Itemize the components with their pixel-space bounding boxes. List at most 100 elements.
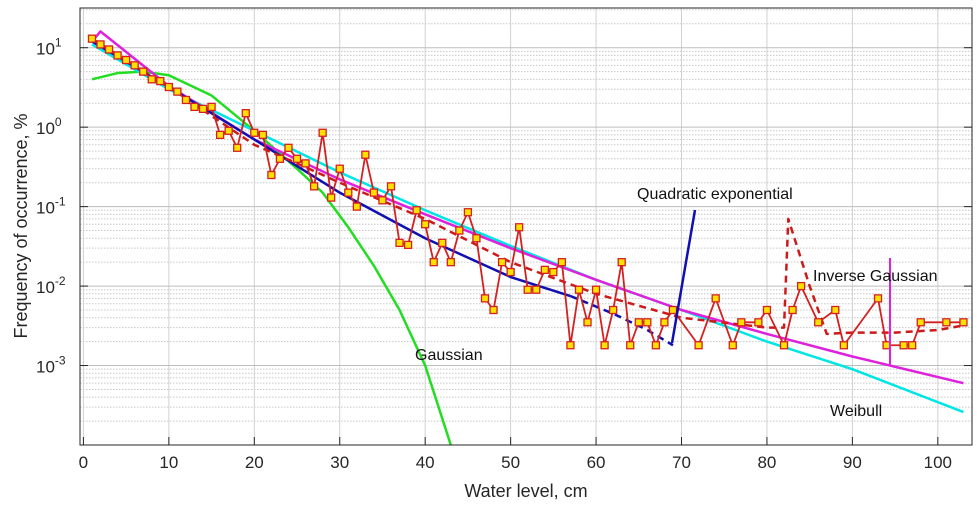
y-tick-exponent: -3: [55, 354, 66, 368]
data-point: [250, 128, 259, 137]
data-point: [224, 126, 233, 135]
data-point: [839, 341, 848, 350]
data-point: [284, 143, 293, 152]
x-tick-label: 20: [245, 453, 264, 472]
y-tick-base: 10: [36, 358, 55, 377]
data-point: [814, 318, 823, 327]
series-line: [91, 43, 964, 414]
data-point: [634, 318, 643, 327]
data-point: [728, 341, 737, 350]
x-tick-label: 90: [843, 453, 862, 472]
x-tick-label: 10: [159, 453, 178, 472]
data-point: [908, 341, 917, 350]
data-point: [198, 104, 208, 114]
data-point: [361, 150, 370, 159]
data-point: [386, 182, 396, 191]
data-point: [600, 341, 609, 350]
data-point: [421, 220, 430, 229]
data-point: [583, 318, 592, 327]
data-point: [540, 265, 549, 275]
y-tick-base: 10: [36, 40, 55, 59]
data-point: [318, 128, 327, 137]
data-point: [489, 305, 498, 315]
axes-box: [79, 7, 973, 446]
data-point: [737, 318, 746, 327]
data-point: [506, 267, 515, 277]
data-point: [557, 258, 567, 267]
x-tick-label: 80: [757, 453, 776, 472]
data-point: [113, 51, 122, 60]
data-point: [472, 234, 481, 243]
annotation: Inverse Gaussian: [813, 268, 938, 285]
curves: [87, 30, 968, 445]
data-point: [916, 318, 925, 327]
y-tick-base: 10: [36, 199, 55, 218]
annotation: Quadratic exponential: [637, 186, 793, 203]
data-point: [352, 202, 361, 211]
data-point: [267, 170, 276, 180]
data-point: [660, 318, 669, 327]
data-point: [831, 305, 840, 315]
data-point: [899, 341, 908, 350]
data-point: [796, 281, 806, 291]
x-tick-label: 100: [924, 453, 952, 472]
data-point: [258, 130, 267, 140]
data-point: [147, 75, 156, 84]
series-line: [569, 294, 674, 347]
data-point: [130, 61, 139, 70]
data-point: [87, 34, 97, 43]
data-point: [139, 67, 148, 76]
y-tick-exponent: 0: [55, 115, 62, 129]
y-tick-label: 10-2: [36, 274, 66, 297]
data-point: [608, 305, 618, 315]
data-point: [694, 341, 703, 350]
data-point: [711, 294, 720, 303]
data-point: [104, 45, 114, 54]
x-tick-label: 60: [587, 453, 606, 472]
data-point: [395, 238, 404, 248]
data-point: [403, 240, 413, 250]
data-point: [497, 258, 507, 267]
data-point: [754, 318, 763, 327]
data-point: [412, 206, 421, 215]
annotation: Gaussian: [415, 347, 483, 364]
annotation-pointer: [670, 209, 697, 344]
x-tick-label: 70: [672, 453, 691, 472]
data-point: [651, 341, 661, 350]
data-point: [762, 305, 772, 315]
y-tick-label: 10-1: [36, 195, 66, 218]
data-point: [181, 95, 191, 105]
data-point: [515, 223, 524, 232]
data-point: [523, 285, 532, 294]
y-tick-exponent: -2: [55, 274, 66, 288]
data-point: [190, 102, 199, 112]
data-point: [241, 109, 250, 118]
data-point: [309, 182, 319, 191]
x-tick-label: 30: [330, 453, 349, 472]
y-tick-label: 10-3: [36, 354, 66, 377]
y-tick-label: 100: [36, 115, 62, 138]
data-point: [96, 40, 105, 49]
y-tick-label: 101: [36, 36, 62, 59]
data-point: [429, 258, 438, 267]
data-point: [275, 154, 285, 163]
data-point: [591, 285, 601, 294]
data-point: [626, 341, 635, 350]
data-point: [369, 188, 379, 197]
data-point: [455, 226, 464, 235]
data-point: [549, 267, 558, 277]
data-point: [643, 318, 652, 327]
data-point: [378, 196, 387, 205]
y-tick-base: 10: [36, 119, 55, 138]
y-axis-label: Frequency of occurrence, %: [11, 113, 31, 338]
annotation: Weibull: [830, 403, 882, 420]
data-point: [438, 238, 447, 248]
data-point: [215, 130, 225, 140]
data-point: [207, 102, 216, 112]
x-tick-label: 40: [416, 453, 435, 472]
data-point: [959, 318, 968, 327]
data-point: [873, 294, 883, 303]
data-point: [480, 294, 490, 303]
data-point: [335, 164, 344, 173]
